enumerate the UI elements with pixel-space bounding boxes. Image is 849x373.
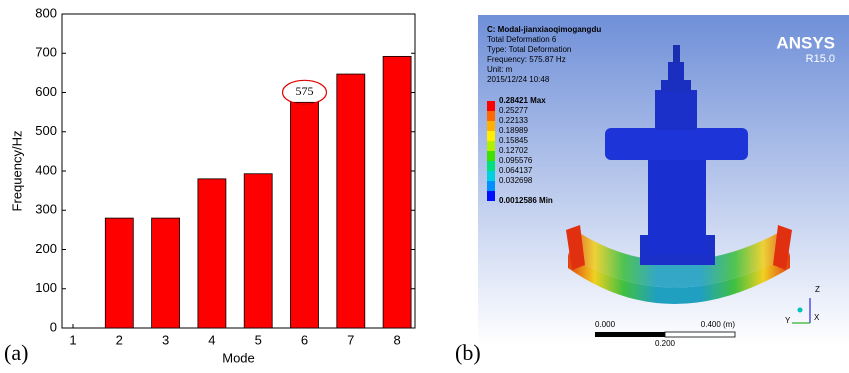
result-name: Total Deformation 6 [487,35,557,44]
bar [152,218,180,328]
scale-label: 0.200 [655,339,676,348]
scale-label: 0.400 (m) [701,320,736,329]
version: R15.0 [806,53,835,65]
y-tick-label: 500 [35,123,57,138]
x-tick-label: 3 [162,332,169,347]
result-type: Type: Total Deformation [487,45,571,54]
axis-x [798,308,803,313]
legend-value: 0.064137 [499,166,533,175]
y-axis-label: Frequency/Hz [9,131,24,212]
scale-label: 0.000 [595,320,616,329]
legend-value: 0.25277 [499,106,528,115]
legend-value: 0.18989 [499,126,528,135]
legend-value: 0.095576 [499,156,533,165]
bar [105,218,133,328]
bar [383,56,411,328]
bar [337,74,365,328]
y-tick-label: 100 [35,280,57,295]
x-tick-label: 5 [255,332,262,347]
x-tick-label: 2 [116,332,123,347]
unit: Unit: m [487,65,513,74]
bar [198,179,226,328]
x-tick-label: 7 [347,332,354,347]
legend-value: 0.12702 [499,146,528,155]
figure: C: Modal-jianxiaoqimogangdu Total Deform… [0,0,849,373]
x-tick-label: 4 [208,332,215,347]
y-tick-label: 300 [35,202,57,217]
legend-colors [487,101,495,201]
axis-label: Y [785,316,791,325]
bar [291,102,319,328]
legend-value: 0.28421 Max [499,96,546,105]
y-tick-label: 700 [35,45,57,60]
y-tick-label: 0 [50,319,57,334]
annotation: 575 [296,84,314,98]
x-tick-label: 6 [301,332,308,347]
frequency: Frequency: 575.87 Hz [487,55,566,64]
model-name: C: Modal-jianxiaoqimogangdu [487,25,601,34]
axis-label: X [814,313,820,322]
panel-label: (b) [455,340,481,365]
x-tick-label: 8 [393,332,400,347]
scale-bar [595,332,665,337]
x-tick-label: 1 [69,332,76,347]
brand: ANSYS [776,33,835,52]
x-axis-label: Mode [222,350,255,365]
legend-value: 0.032698 [499,176,533,185]
bar [244,174,272,328]
panel-label: (a) [4,340,28,365]
legend-value: 0.22133 [499,116,528,125]
axis-label: Z [815,285,820,294]
y-tick-label: 200 [35,241,57,256]
legend-value: 0.15845 [499,136,528,145]
y-tick-label: 400 [35,162,57,177]
scale-bar [665,332,735,337]
y-tick-label: 800 [35,5,57,20]
y-tick-label: 600 [35,84,57,99]
timestamp: 2015/12/24 10:48 [487,75,550,84]
legend-value: 0.0012586 Min [499,196,553,205]
